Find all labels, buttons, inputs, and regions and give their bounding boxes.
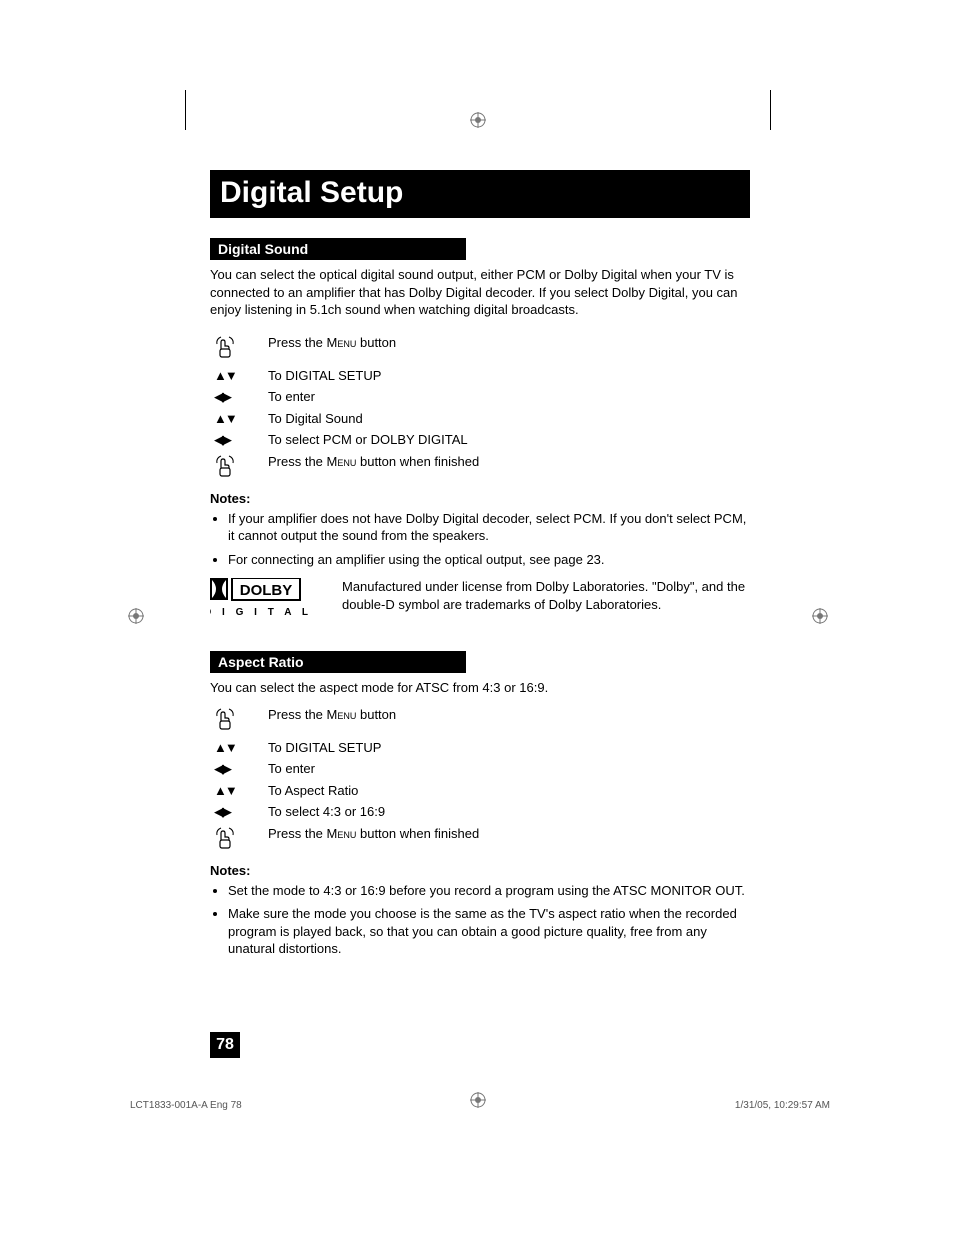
step-row: ▲▼ To Digital Sound — [210, 411, 750, 426]
crop-mark — [185, 90, 186, 130]
step-text: To enter — [268, 389, 750, 404]
step-row: ▲▼ To DIGITAL SETUP — [210, 740, 750, 755]
step-text: Press the Menu button — [268, 335, 750, 350]
step-row: ◀▶ To enter — [210, 389, 750, 405]
step-text: To Aspect Ratio — [268, 783, 750, 798]
registration-mark-icon — [128, 608, 144, 629]
notes-heading: Notes: — [210, 491, 750, 506]
step-text: To select 4:3 or 16:9 — [268, 804, 750, 819]
page-title: Digital Setup — [210, 170, 750, 218]
step-text: Press the Menu button when finished — [268, 454, 750, 469]
dolby-logo-icon: DOLBY D I G I T A L — [210, 578, 330, 621]
dolby-block: DOLBY D I G I T A L Manufactured under l… — [210, 578, 750, 621]
footer-left: LCT1833-001A-A Eng 78 — [130, 1100, 242, 1111]
press-button-icon — [214, 347, 236, 362]
section-heading-digital-sound: Digital Sound — [210, 238, 466, 260]
section-intro: You can select the aspect mode for ATSC … — [210, 679, 750, 697]
step-row: ◀▶ To select 4:3 or 16:9 — [210, 804, 750, 820]
svg-text:D I G I T A L: D I G I T A L — [210, 607, 312, 618]
registration-mark-icon — [812, 608, 828, 629]
left-right-arrow-icon: ◀▶ — [214, 389, 230, 404]
page-content: Digital Setup Digital Sound You can sele… — [210, 170, 750, 964]
press-button-icon — [214, 719, 236, 734]
step-text: To DIGITAL SETUP — [268, 368, 750, 383]
section-intro: You can select the optical digital sound… — [210, 266, 750, 319]
step-row: ▲▼ To DIGITAL SETUP — [210, 368, 750, 383]
footer-right: 1/31/05, 10:29:57 AM — [735, 1100, 830, 1111]
step-text: Press the Menu button — [268, 707, 750, 722]
steps-list: Press the Menu button ▲▼ To DIGITAL SETUP ◀… — [210, 707, 750, 853]
step-text: To enter — [268, 761, 750, 776]
note-item: If your amplifier does not have Dolby Di… — [228, 510, 750, 545]
step-row: ◀▶ To enter — [210, 761, 750, 777]
page-number: 78 — [210, 1032, 240, 1058]
svg-text:DOLBY: DOLBY — [240, 582, 293, 599]
step-row: Press the Menu button when finished — [210, 826, 750, 853]
step-row: Press the Menu button — [210, 707, 750, 734]
step-text: To DIGITAL SETUP — [268, 740, 750, 755]
step-row: ◀▶ To select PCM or DOLBY DIGITAL — [210, 432, 750, 448]
up-down-arrow-icon: ▲▼ — [214, 740, 236, 755]
step-row: Press the Menu button when finished — [210, 454, 750, 481]
footer: LCT1833-001A-A Eng 78 1/31/05, 10:29:57 … — [130, 1100, 830, 1111]
note-item: Set the mode to 4:3 or 16:9 before you r… — [228, 882, 750, 900]
step-text: To Digital Sound — [268, 411, 750, 426]
press-button-icon — [214, 838, 236, 853]
note-item: Make sure the mode you choose is the sam… — [228, 905, 750, 958]
notes-list: If your amplifier does not have Dolby Di… — [210, 510, 750, 569]
note-item: For connecting an amplifier using the op… — [228, 551, 750, 569]
up-down-arrow-icon: ▲▼ — [214, 411, 236, 426]
left-right-arrow-icon: ◀▶ — [214, 432, 230, 447]
section-heading-aspect-ratio: Aspect Ratio — [210, 651, 466, 673]
step-text: To select PCM or DOLBY DIGITAL — [268, 432, 750, 447]
step-row: ▲▼ To Aspect Ratio — [210, 783, 750, 798]
up-down-arrow-icon: ▲▼ — [214, 783, 236, 798]
press-button-icon — [214, 466, 236, 481]
crop-mark — [770, 90, 771, 130]
left-right-arrow-icon: ◀▶ — [214, 761, 230, 776]
registration-mark-icon — [470, 112, 486, 133]
steps-list: Press the Menu button ▲▼ To DIGITAL SETUP ◀… — [210, 335, 750, 481]
notes-heading: Notes: — [210, 863, 750, 878]
step-text: Press the Menu button when finished — [268, 826, 750, 841]
left-right-arrow-icon: ◀▶ — [214, 804, 230, 819]
notes-list: Set the mode to 4:3 or 16:9 before you r… — [210, 882, 750, 958]
step-row: Press the Menu button — [210, 335, 750, 362]
up-down-arrow-icon: ▲▼ — [214, 368, 236, 383]
dolby-license-text: Manufactured under license from Dolby La… — [342, 578, 750, 613]
